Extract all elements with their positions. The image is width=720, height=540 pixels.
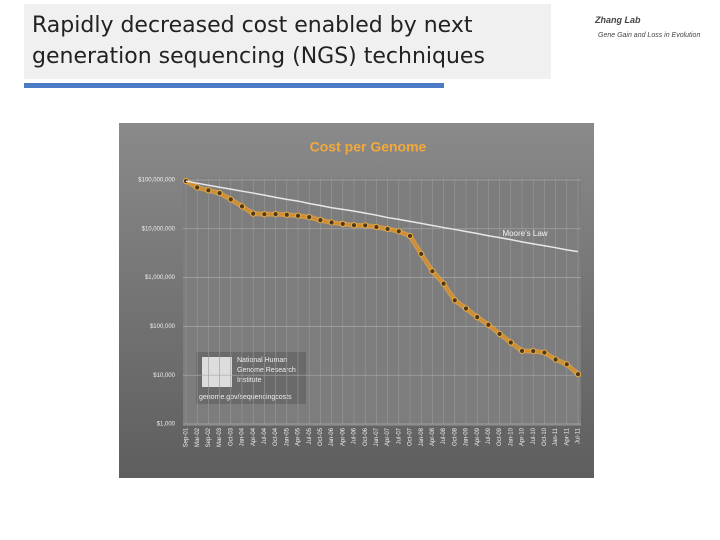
data-point <box>205 187 212 194</box>
data-point <box>507 339 514 346</box>
data-point <box>306 214 313 221</box>
data-point <box>339 220 346 228</box>
data-point <box>496 330 503 337</box>
x-tick-label: Apr-06 <box>340 427 346 446</box>
data-point <box>238 203 246 210</box>
x-tick-label: Jul-11 <box>576 427 582 444</box>
source-text: National Human <box>237 357 287 364</box>
y-tick-label: $1,000 <box>157 422 176 428</box>
x-tick-label: Jul-10 <box>531 427 537 444</box>
source-text: Genome Research <box>237 367 296 374</box>
data-point <box>563 361 570 368</box>
data-point <box>406 232 414 240</box>
x-tick-label: Jan-09 <box>464 427 470 446</box>
x-tick-label: Apr-07 <box>385 427 391 446</box>
x-tick-label: Oct-04 <box>273 427 279 446</box>
x-tick-label: Jan-05 <box>284 427 290 446</box>
y-tick-label: $10,000 <box>153 373 175 379</box>
title-underline <box>24 83 444 88</box>
x-tick-label: Oct-07 <box>408 427 414 446</box>
x-tick-label: Jul-05 <box>307 427 313 444</box>
slide-title: Rapidly decreased cost enabled by next <box>32 13 473 38</box>
data-point <box>194 184 201 191</box>
x-tick-label: Jan-04 <box>240 427 246 446</box>
data-point <box>418 250 425 257</box>
data-point <box>294 212 302 219</box>
data-point <box>462 305 470 312</box>
data-point <box>373 223 380 231</box>
source-logo <box>202 357 232 387</box>
x-tick-label: Oct-05 <box>318 427 324 446</box>
data-point <box>317 217 324 224</box>
x-tick-label: Apr-09 <box>475 427 481 446</box>
data-point <box>541 349 548 356</box>
data-point <box>451 297 458 304</box>
data-point <box>227 196 234 203</box>
data-point <box>485 321 492 328</box>
data-point <box>283 211 290 218</box>
data-point <box>384 225 391 233</box>
data-point <box>395 228 402 235</box>
logo-title: Zhang Lab <box>595 15 641 25</box>
x-tick-label: Jul-09 <box>486 427 492 444</box>
x-tick-label: Oct-10 <box>542 427 548 446</box>
title-box: Rapidly decreased cost enabled by next g… <box>24 4 551 79</box>
x-tick-label: Jan-11 <box>553 427 559 446</box>
source-text: Institute <box>237 377 262 384</box>
x-tick-label: Apr-04 <box>251 427 257 446</box>
data-point <box>518 347 526 354</box>
x-tick-label: Jul-04 <box>262 427 268 444</box>
data-point <box>261 211 268 218</box>
data-point <box>474 314 481 321</box>
data-point <box>440 280 447 287</box>
x-tick-label: Mar-02 <box>195 427 201 447</box>
x-tick-label: Jan-06 <box>329 427 335 446</box>
x-tick-label: Apr-05 <box>296 427 302 446</box>
chart-title: Cost per Genome <box>310 139 427 155</box>
x-tick-label: Sep-01 <box>184 427 190 447</box>
source-url: genome.gov/sequencingcosts <box>199 394 292 401</box>
x-tick-label: Oct-03 <box>228 427 234 446</box>
y-tick-label: $1,000,000 <box>145 275 176 281</box>
data-point <box>362 222 369 229</box>
data-point <box>272 210 279 218</box>
data-point <box>350 222 358 229</box>
data-point <box>250 210 257 217</box>
data-point <box>574 371 582 378</box>
data-point <box>328 219 335 226</box>
x-tick-label: Jul-07 <box>396 427 402 444</box>
data-point <box>552 356 559 363</box>
x-tick-label: Mar-03 <box>217 427 223 447</box>
x-tick-label: Apr-10 <box>520 427 526 446</box>
y-tick-label: $100,000,000 <box>138 178 175 184</box>
slide-title: generation sequencing (NGS) techniques <box>32 44 485 69</box>
x-tick-label: Jul-08 <box>441 427 447 444</box>
series-line <box>185 180 579 253</box>
x-tick-label: Oct-06 <box>363 427 369 446</box>
y-tick-label: $100,000 <box>150 324 176 330</box>
data-point <box>530 348 537 355</box>
x-tick-label: Jan-08 <box>419 427 425 446</box>
x-tick-label: Jul-06 <box>352 427 358 444</box>
x-tick-label: Oct-09 <box>497 427 503 446</box>
x-tick-label: Sep-02 <box>206 427 212 447</box>
x-tick-label: Jan-10 <box>508 427 514 446</box>
x-tick-label: Apr-08 <box>430 427 436 446</box>
data-point <box>429 268 436 275</box>
data-point <box>216 190 223 197</box>
x-tick-label: Oct-08 <box>452 427 458 446</box>
y-tick-label: $10,000,000 <box>142 226 176 232</box>
x-tick-label: Apr-11 <box>564 427 570 445</box>
x-tick-label: Jan-07 <box>374 427 380 446</box>
annotation: Moore's Law <box>502 229 547 238</box>
logo-subtitle: Gene Gain and Loss in Evolution <box>598 32 701 39</box>
